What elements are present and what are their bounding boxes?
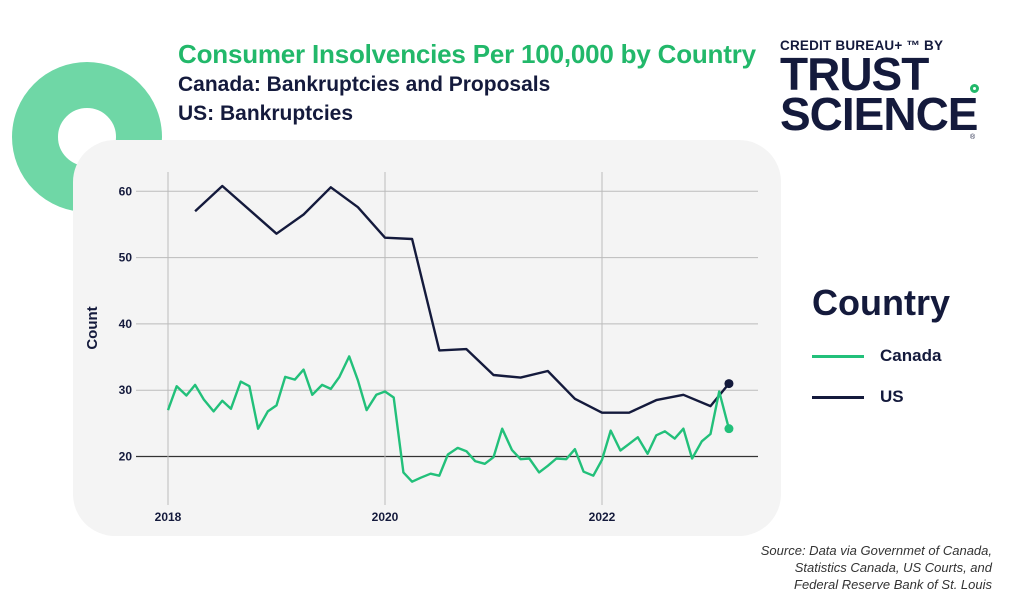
series-lines bbox=[166, 184, 734, 483]
y-tick-label: 20 bbox=[119, 450, 133, 464]
chart-panel bbox=[73, 140, 781, 536]
legend-title: Country bbox=[812, 282, 950, 323]
subtitle-us: US: Bankruptcies bbox=[178, 102, 354, 125]
source-line-2: Statistics Canada, US Courts, and bbox=[794, 560, 992, 575]
brand-word-trust: TRUST bbox=[780, 48, 929, 100]
series-line-canada bbox=[166, 355, 731, 483]
y-tick-label: 60 bbox=[119, 184, 133, 198]
x-tick-label: 2020 bbox=[372, 510, 399, 524]
legend-label-us: US bbox=[880, 387, 904, 406]
legend: Country Canada US bbox=[812, 282, 950, 428]
source-line-3: Federal Reserve Bank of St. Louis bbox=[794, 577, 992, 592]
subtitle-canada: Canada: Bankruptcies and Proposals bbox=[178, 73, 551, 96]
y-tick-label: 50 bbox=[119, 251, 133, 265]
legend-swatch-canada bbox=[812, 354, 864, 358]
y-tick-label: 30 bbox=[119, 383, 133, 397]
source-note: Source: Data via Governmet of Canada, St… bbox=[702, 542, 992, 593]
brand-dot-icon bbox=[970, 84, 979, 93]
chart-title: Consumer Insolvencies Per 100,000 by Cou… bbox=[178, 39, 756, 69]
y-axis-label: Count bbox=[84, 306, 101, 349]
title-block: Consumer Insolvencies Per 100,000 by Cou… bbox=[178, 38, 756, 128]
legend-label-canada: Canada bbox=[880, 346, 942, 365]
legend-swatch-us bbox=[812, 395, 864, 399]
axis-labels: 20 30 40 50 60 2018 2020 2022 bbox=[119, 184, 616, 524]
source-line-1: Source: Data via Governmet of Canada, bbox=[760, 543, 992, 558]
end-point-us bbox=[724, 379, 734, 389]
brand-tagline: CREDIT BUREAU+ ™ BY bbox=[780, 38, 944, 53]
brand-logo: CREDIT BUREAU+ ™ BY TRUST SCIENCE ® bbox=[780, 38, 979, 141]
x-tick-label: 2022 bbox=[589, 510, 616, 524]
x-tick-label: 2018 bbox=[155, 510, 182, 524]
legend-item-us: US bbox=[812, 387, 950, 407]
y-tick-label: 40 bbox=[119, 317, 133, 331]
series-line-us bbox=[194, 184, 730, 414]
registered-mark: ® bbox=[970, 134, 976, 141]
legend-item-canada: Canada bbox=[812, 346, 950, 366]
brand-word-science: SCIENCE bbox=[780, 88, 978, 140]
end-point-canada bbox=[724, 424, 734, 434]
